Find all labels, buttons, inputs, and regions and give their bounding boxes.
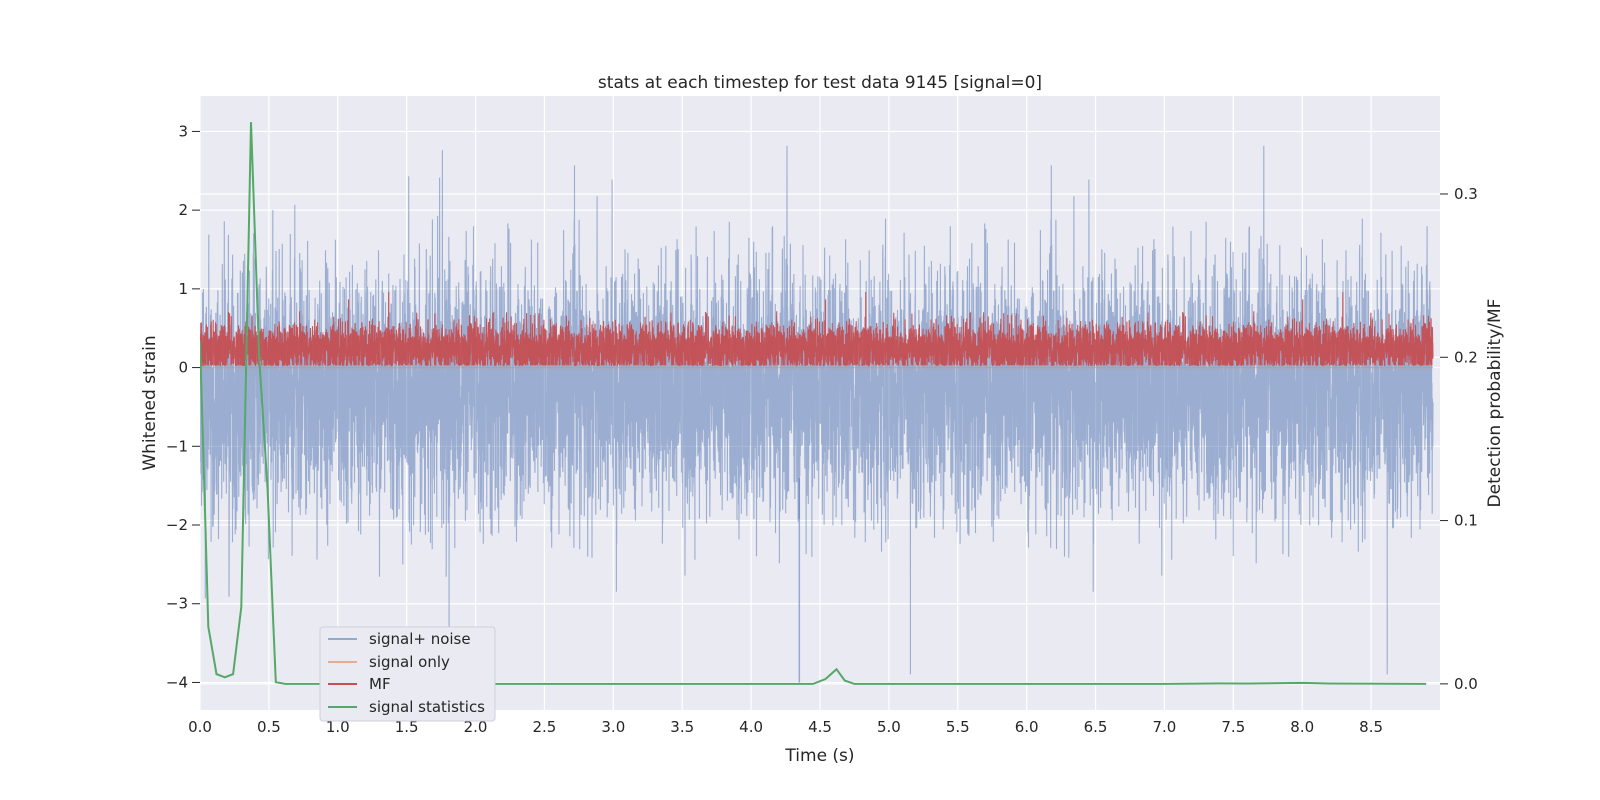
x-tick-label: 4.0	[739, 718, 763, 736]
y-tick-label: 0	[178, 359, 188, 377]
x-tick-label: 3.0	[601, 718, 625, 736]
y-axis-right: 0.3 0.2 0.1 0.0	[1440, 185, 1478, 693]
y-tick-label: 3	[178, 122, 188, 140]
series-layer	[200, 122, 1434, 685]
x-tick-label: 0.5	[257, 718, 281, 736]
series-signal-statistics-line	[200, 122, 1427, 685]
x-tick-label: 4.5	[808, 718, 832, 736]
y-axis-label: Whitened strain	[140, 335, 160, 470]
series-mf-line	[200, 291, 1434, 367]
legend-label-mf: MF	[369, 675, 391, 693]
x-tick-label: 6.5	[1084, 718, 1108, 736]
y-tick-label: −3	[166, 595, 188, 613]
legend-box	[319, 626, 496, 722]
y-axis-left: 3 2 1 0 −1 −2 −3 −4	[166, 122, 200, 691]
legend: signal+ noise signal only MF signal stat…	[319, 626, 496, 722]
y-tick-label: −1	[166, 437, 188, 455]
x-tick-label: 6.0	[1015, 718, 1039, 736]
y-tick-label: 2	[178, 201, 188, 219]
y2-axis-label: Detection probability/MF	[1485, 299, 1505, 508]
legend-label-stats: signal statistics	[369, 698, 485, 716]
x-tick-label: 2.0	[464, 718, 488, 736]
x-tick-label: 2.5	[533, 718, 557, 736]
x-tick-label: 1.5	[395, 718, 419, 736]
x-tick-label: 7.0	[1153, 718, 1177, 736]
y-tick-label: 1	[178, 280, 188, 298]
x-tick-label: 8.5	[1359, 718, 1383, 736]
legend-label-signal: signal only	[369, 653, 450, 671]
y2-tick-label: 0.3	[1454, 185, 1478, 203]
legend-label-noise: signal+ noise	[369, 630, 471, 648]
y2-tick-label: 0.1	[1454, 512, 1478, 530]
x-tick-label: 8.0	[1290, 718, 1314, 736]
x-axis-label: Time (s)	[784, 746, 854, 766]
x-tick-label: 3.5	[670, 718, 694, 736]
x-tick-label: 0.0	[188, 718, 212, 736]
y-tick-label: −2	[166, 516, 188, 534]
x-tick-label: 5.0	[877, 718, 901, 736]
y2-tick-label: 0.2	[1454, 348, 1478, 366]
chart-title: stats at each timestep for test data 914…	[598, 73, 1042, 93]
x-axis: 0.0 0.5 1.0 1.5 2.0 2.5 3.0 3.5 4.0 4.5 5.0 5.5 6.0 6…	[188, 718, 1383, 736]
x-tick-label: 7.5	[1221, 718, 1245, 736]
x-tick-label: 5.5	[946, 718, 970, 736]
x-tick-label: 1.0	[326, 718, 350, 736]
y-tick-label: −4	[166, 673, 188, 691]
y2-tick-label: 0.0	[1454, 675, 1478, 693]
